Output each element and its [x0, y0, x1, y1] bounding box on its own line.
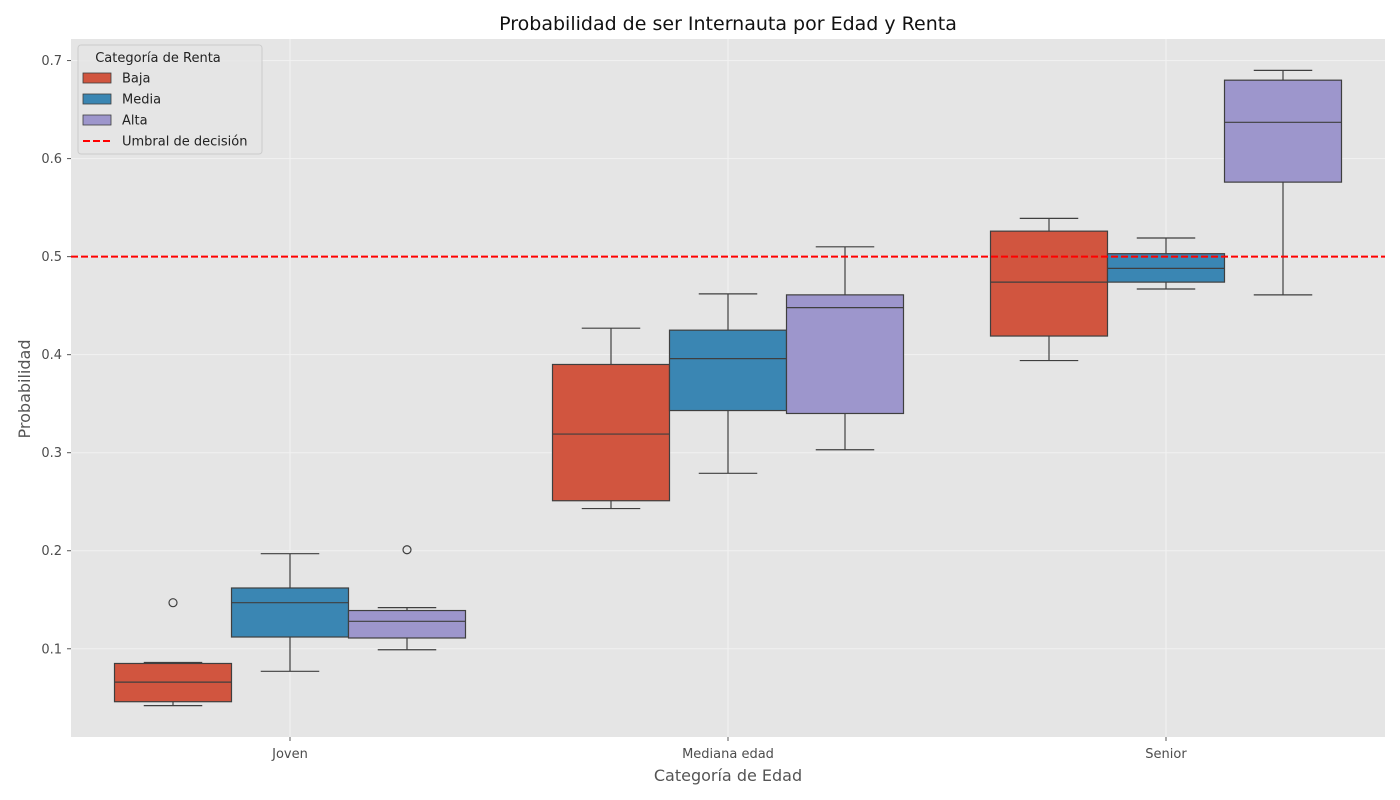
legend-swatch	[82, 93, 112, 105]
outlier-point	[402, 545, 412, 555]
series-baja	[113, 217, 1109, 707]
series-media	[230, 237, 1226, 672]
legend-label: Umbral de decisión	[122, 135, 247, 150]
box-groups	[113, 69, 1343, 707]
x-axis-title: Categoría de Edad	[654, 766, 802, 785]
y-tick-label: 0.7	[41, 54, 62, 69]
x-tick-label: Senior	[1145, 747, 1187, 762]
legend-label: Media	[122, 93, 161, 108]
box	[989, 217, 1109, 362]
box-iqr	[785, 294, 905, 415]
legend-box	[77, 44, 263, 155]
box	[113, 598, 233, 707]
x-tick-label: Joven	[271, 747, 308, 762]
box-iqr	[668, 329, 788, 412]
box	[230, 553, 350, 672]
y-tick-label: 0.4	[41, 348, 62, 363]
box-iqr	[230, 587, 350, 638]
box	[1223, 69, 1343, 296]
legend: Categoría de Renta Baja Media Alta Umbral de…	[77, 44, 263, 155]
legend-swatch	[82, 114, 112, 126]
y-axis-title: Probabilidad	[15, 340, 34, 439]
legend-label: Baja	[122, 72, 150, 87]
box-iqr	[347, 609, 467, 639]
series-alta	[347, 69, 1343, 651]
x-axis: Joven Mediana edad Senior	[271, 737, 1187, 762]
box	[551, 327, 671, 510]
box	[347, 545, 467, 651]
y-tick-label: 0.3	[41, 446, 62, 461]
box	[785, 246, 905, 451]
box	[668, 293, 788, 474]
legend-swatch	[82, 72, 112, 84]
legend-title: Categoría de Renta	[95, 51, 221, 66]
outlier-point	[168, 598, 178, 608]
legend-label: Alta	[122, 114, 148, 129]
y-tick-label: 0.1	[41, 642, 62, 657]
box-iqr	[989, 230, 1109, 337]
y-tick-label: 0.6	[41, 152, 62, 167]
box	[1106, 237, 1226, 290]
box-iqr	[1223, 79, 1343, 183]
plot-area: 0.1 0.2 0.3 0.4 0.5 0.6 0.7 Joven Mediana edad Se…	[41, 39, 1385, 762]
y-tick-label: 0.5	[41, 250, 62, 265]
x-tick-label: Mediana edad	[682, 747, 774, 762]
y-tick-label: 0.2	[41, 544, 62, 559]
chart-title: Probabilidad de ser Internauta por Edad …	[499, 13, 957, 35]
y-axis: 0.1 0.2 0.3 0.4 0.5 0.6 0.7	[41, 54, 71, 657]
box-iqr	[551, 363, 671, 502]
